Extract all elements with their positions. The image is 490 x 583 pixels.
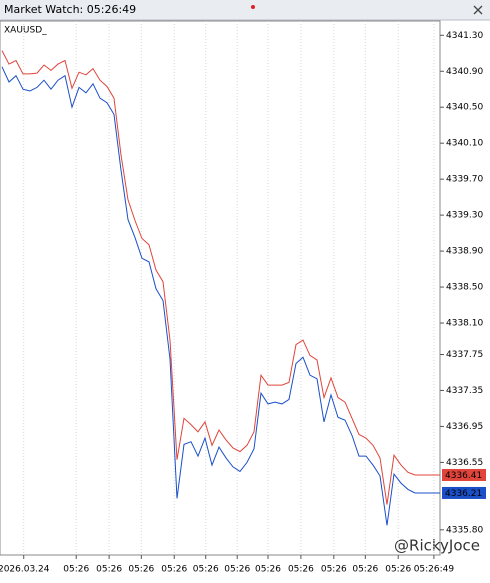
- price-tag-label: 4336.21: [445, 489, 482, 499]
- x-tick-label: 2026.03.24: [0, 565, 50, 575]
- price-tag-label: 4336.41: [445, 471, 482, 481]
- watermark: @RickyJoce: [394, 537, 480, 555]
- y-tick-label: 4338.10: [446, 319, 483, 329]
- title-bar: [0, 0, 490, 20]
- y-tick-label: 4340.50: [446, 103, 483, 113]
- price-tag: [442, 468, 486, 481]
- x-tick-label: 05:26: [63, 565, 89, 575]
- x-tick-label: 05:26: [224, 565, 250, 575]
- close-icon[interactable]: [473, 5, 483, 15]
- y-tick-label: 4338.50: [446, 283, 483, 293]
- x-tick-label: 05:26: [128, 565, 154, 575]
- x-tick-label: 05:26: [193, 565, 219, 575]
- y-tick-label: 4336.95: [446, 422, 483, 432]
- x-tick-label: 05:26: [161, 565, 187, 575]
- y-tick-label: 4341.30: [446, 31, 483, 41]
- y-tick-label: 4336.55: [446, 458, 483, 468]
- symbol-label: XAUUSD_: [4, 26, 47, 36]
- x-tick-label: 05:26: [96, 565, 122, 575]
- y-tick-label: 4337.35: [446, 386, 483, 396]
- x-tick-label: 05:26: [321, 565, 347, 575]
- y-tick-label: 4339.30: [446, 211, 483, 221]
- y-tick-label: 4335.80: [446, 525, 483, 535]
- y-tick-label: 4340.90: [446, 67, 483, 77]
- y-tick-label: 4340.10: [446, 139, 483, 149]
- plot-area: [0, 20, 441, 556]
- x-tick-label: 05:26:49: [414, 565, 455, 575]
- y-tick-label: 4338.90: [446, 247, 483, 257]
- price-line: [1, 66, 416, 526]
- x-tick-label: 05:26: [352, 565, 378, 575]
- y-tick-label: 4339.70: [446, 175, 483, 185]
- y-tick-label: 4337.75: [446, 350, 483, 360]
- close-button[interactable]: [470, 2, 486, 18]
- price-tag: [442, 486, 486, 499]
- price-line: [1, 50, 416, 505]
- status-dot: [251, 5, 255, 9]
- x-tick-label: 05:26: [288, 565, 314, 575]
- x-tick-label: 05:26: [385, 565, 411, 575]
- window-title: Market Watch: 05:26:49: [4, 3, 136, 16]
- x-tick-label: 05:26: [255, 565, 281, 575]
